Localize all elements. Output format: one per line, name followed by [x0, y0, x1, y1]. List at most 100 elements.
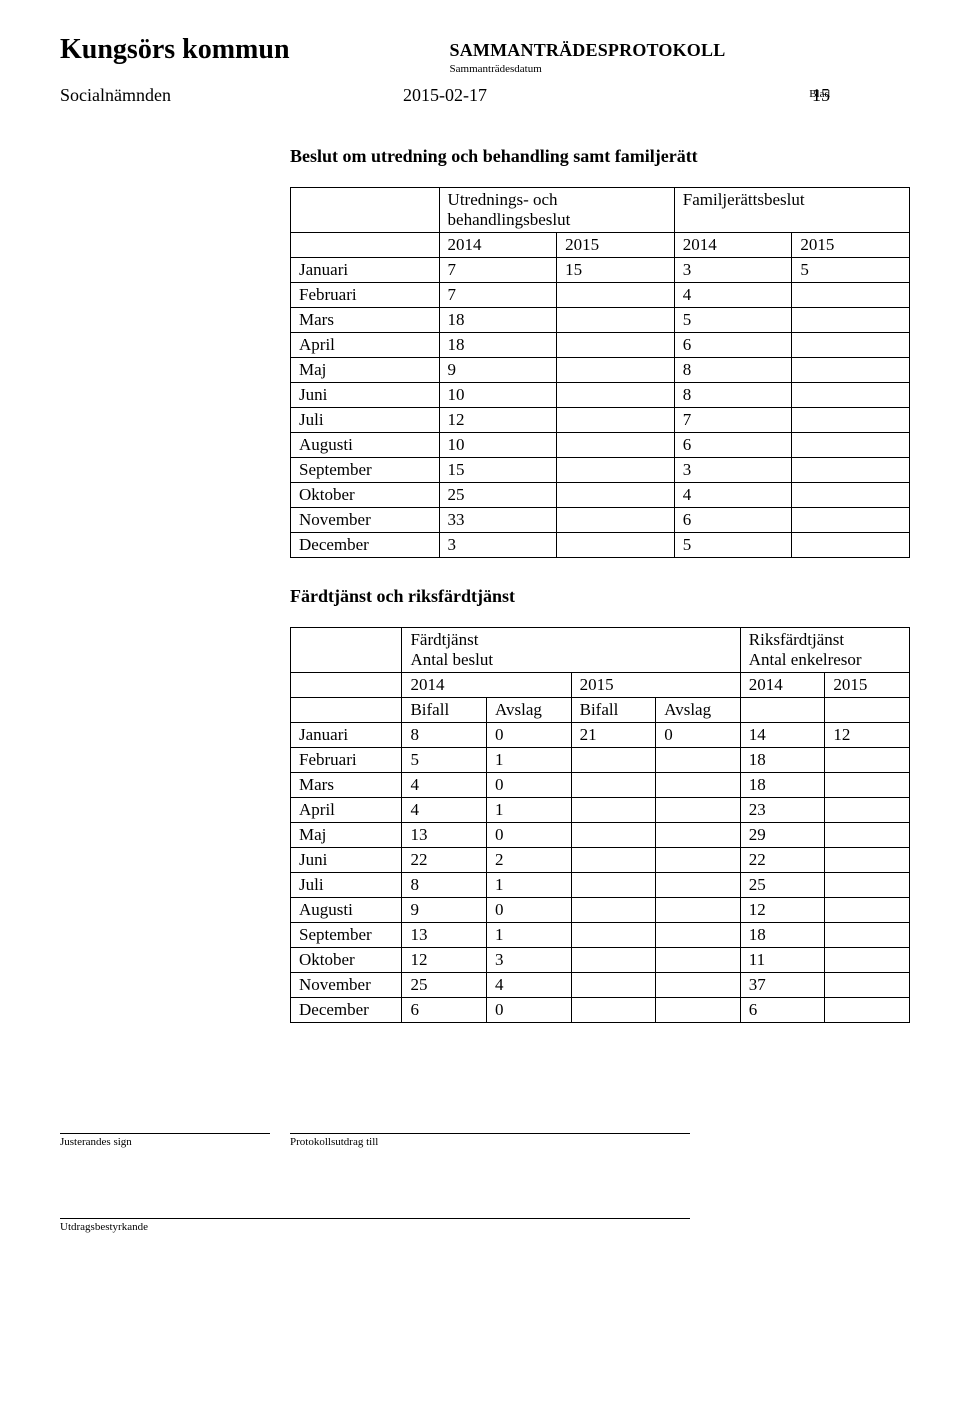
data-cell — [557, 308, 675, 333]
data-cell: 22 — [402, 848, 487, 873]
table-row: Januari802101412 — [291, 723, 910, 748]
data-cell: 29 — [740, 823, 825, 848]
data-cell — [571, 948, 656, 973]
data-cell: 4 — [402, 798, 487, 823]
data-cell: 6 — [674, 508, 792, 533]
table-row: Mars4018 — [291, 773, 910, 798]
data-cell — [792, 383, 910, 408]
table-row: Maj98 — [291, 358, 910, 383]
table-fardtjanst: FärdtjänstAntal beslut RiksfärdtjänstAnt… — [290, 627, 910, 1023]
data-cell — [656, 823, 741, 848]
data-cell: 0 — [487, 773, 572, 798]
data-cell: 18 — [740, 923, 825, 948]
data-cell: 3 — [487, 948, 572, 973]
data-cell: 25 — [402, 973, 487, 998]
data-cell: 7 — [439, 258, 557, 283]
subhead-cell: Bifall — [402, 698, 487, 723]
year-cell: 2014 — [740, 673, 825, 698]
data-cell — [656, 948, 741, 973]
col-group-left: Utrednings- och behandlingsbeslut — [439, 188, 674, 233]
data-cell — [792, 483, 910, 508]
month-label: Juli — [291, 408, 440, 433]
data-cell: 4 — [674, 483, 792, 508]
data-cell: 1 — [487, 923, 572, 948]
data-cell: 6 — [674, 433, 792, 458]
data-cell — [656, 873, 741, 898]
data-cell: 5 — [792, 258, 910, 283]
data-cell — [571, 748, 656, 773]
data-cell — [557, 533, 675, 558]
data-cell — [792, 508, 910, 533]
data-cell: 6 — [674, 333, 792, 358]
data-cell — [656, 973, 741, 998]
data-cell — [656, 923, 741, 948]
table-row: Februari74 — [291, 283, 910, 308]
year-cell: 2014 — [402, 673, 571, 698]
table-row: Augusti106 — [291, 433, 910, 458]
table-row: November25437 — [291, 973, 910, 998]
data-cell: 6 — [740, 998, 825, 1023]
table-row: April186 — [291, 333, 910, 358]
data-cell — [571, 798, 656, 823]
table-row: Bifall Avslag Bifall Avslag — [291, 698, 910, 723]
col-group-right: Familjerättsbeslut — [674, 188, 909, 233]
data-cell: 1 — [487, 798, 572, 823]
data-cell — [792, 533, 910, 558]
data-cell — [825, 773, 910, 798]
subhead-cell: Bifall — [571, 698, 656, 723]
data-cell: 21 — [571, 723, 656, 748]
table-row: December606 — [291, 998, 910, 1023]
data-cell — [557, 483, 675, 508]
data-cell — [825, 798, 910, 823]
data-cell — [792, 283, 910, 308]
month-label: Juli — [291, 873, 402, 898]
data-cell: 18 — [439, 333, 557, 358]
month-label: September — [291, 458, 440, 483]
data-cell: 0 — [656, 723, 741, 748]
month-label: Februari — [291, 748, 402, 773]
month-label: Januari — [291, 258, 440, 283]
data-cell: 4 — [674, 283, 792, 308]
section2-heading: Färdtjänst och riksfärdtjänst — [290, 586, 910, 607]
footer-utdrag: Utdragsbestyrkande — [60, 1218, 690, 1233]
data-cell: 4 — [487, 973, 572, 998]
data-cell — [557, 333, 675, 358]
table-row: Juni22222 — [291, 848, 910, 873]
table-row: Juli8125 — [291, 873, 910, 898]
data-cell: 0 — [487, 823, 572, 848]
data-cell: 18 — [740, 773, 825, 798]
data-cell: 18 — [740, 748, 825, 773]
data-cell: 9 — [439, 358, 557, 383]
data-cell — [825, 823, 910, 848]
month-label: Augusti — [291, 433, 440, 458]
table-row: Juni108 — [291, 383, 910, 408]
data-cell: 23 — [740, 798, 825, 823]
month-label: Oktober — [291, 483, 440, 508]
board-name: Socialnämnden — [60, 85, 171, 106]
sammantradesdatum-label: Sammanträdesdatum — [450, 63, 542, 75]
meeting-date: 2015-02-17 — [403, 85, 487, 106]
data-cell — [656, 773, 741, 798]
table-row: Maj13029 — [291, 823, 910, 848]
data-cell — [557, 383, 675, 408]
data-cell: 7 — [674, 408, 792, 433]
data-cell: 14 — [740, 723, 825, 748]
data-cell — [792, 333, 910, 358]
month-label: November — [291, 508, 440, 533]
subhead-cell: Avslag — [656, 698, 741, 723]
section1-heading: Beslut om utredning och behandling samt … — [290, 146, 910, 167]
protokoll-title: SAMMANTRÄDESPROTOKOLL — [450, 40, 900, 61]
data-cell — [825, 748, 910, 773]
data-cell: 0 — [487, 998, 572, 1023]
table-row: FärdtjänstAntal beslut RiksfärdtjänstAnt… — [291, 628, 910, 673]
data-cell — [825, 923, 910, 948]
table-row: 2014 2015 2014 2015 — [291, 233, 910, 258]
month-label: April — [291, 798, 402, 823]
month-label: Juni — [291, 383, 440, 408]
col-group-left: FärdtjänstAntal beslut — [402, 628, 740, 673]
data-cell: 1 — [487, 873, 572, 898]
year-cell: 2015 — [825, 673, 910, 698]
table-row: September153 — [291, 458, 910, 483]
data-cell — [557, 458, 675, 483]
data-cell: 13 — [402, 823, 487, 848]
